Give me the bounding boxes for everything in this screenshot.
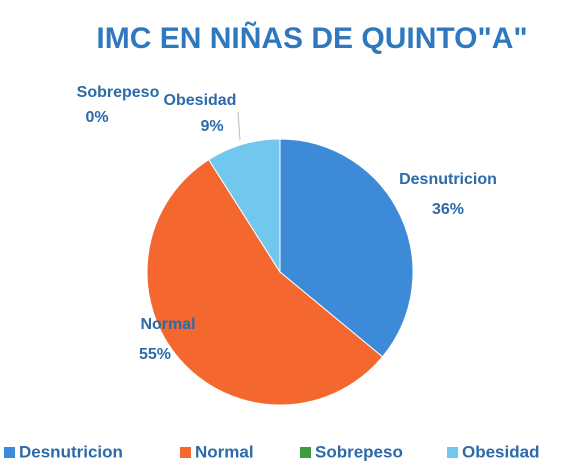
legend-label: Normal [195,442,254,461]
pie-slice [279,138,414,358]
data-label-name: Obesidad [164,92,237,109]
data-label-name: Sobrepeso [77,84,160,101]
legend-swatch [300,447,311,458]
legend-swatch [4,447,15,458]
legend-swatch [180,447,191,458]
legend-label: Sobrepeso [315,442,403,461]
pie-slice [146,159,384,406]
chart-title: IMC EN NIÑAS DE QUINTO"A" [96,21,527,55]
legend-label: Desnutricion [19,442,123,461]
data-label-value: 9% [200,118,223,135]
data-label-value: 36% [432,201,464,218]
leader-line [237,111,241,141]
data-label-value: 55% [139,346,171,363]
data-label-value: 0% [85,109,108,126]
pie-slice [208,138,281,274]
data-label-name: Normal [140,316,195,333]
legend-label: Obesidad [462,442,539,461]
legend-swatch [447,447,458,458]
data-label-name: Desnutricion [399,171,497,188]
